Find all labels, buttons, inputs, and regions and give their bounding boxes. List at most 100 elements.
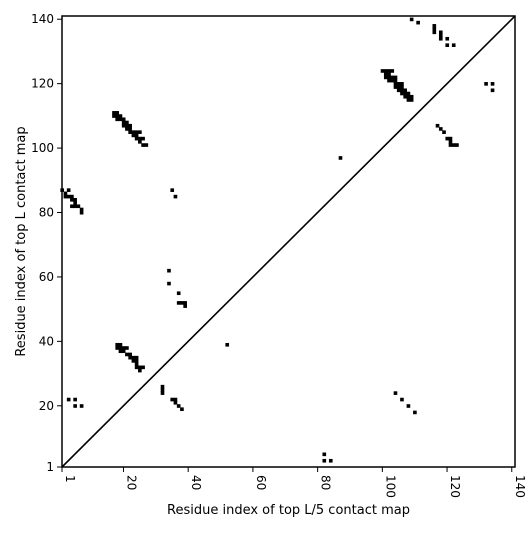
contact-point-lower	[134, 365, 139, 370]
contact-point-upper	[448, 140, 453, 144]
contact-point-upper	[125, 120, 129, 125]
x-axis-label: Residue index of top L/5 contact map	[167, 503, 410, 518]
contact-point-upper	[176, 291, 181, 296]
contact-point-upper	[390, 78, 395, 83]
contact-point-upper	[121, 117, 126, 122]
contact-point-upper	[432, 30, 437, 35]
contact-point-upper	[125, 127, 129, 131]
contact-point-upper	[66, 194, 71, 199]
contact-point-upper	[173, 194, 178, 199]
contact-point-lower	[180, 407, 184, 412]
contact-point-lower	[73, 404, 77, 408]
contact-point-lower	[134, 362, 139, 366]
contact-point-upper	[176, 301, 181, 305]
contact-point-upper	[396, 85, 401, 89]
contact-point-upper	[442, 130, 446, 134]
contact-point-lower	[128, 352, 132, 357]
contact-point-upper	[393, 75, 398, 80]
contact-point-upper	[73, 201, 77, 205]
contact-point-upper	[383, 69, 388, 73]
contact-point-upper	[125, 123, 129, 128]
contact-point-lower	[115, 346, 120, 350]
contact-point-upper	[409, 17, 414, 22]
contact-point-upper	[396, 82, 401, 86]
contact-point-lower	[115, 342, 120, 347]
contact-point-upper	[448, 143, 453, 147]
contact-point-upper	[406, 94, 411, 99]
contact-point-upper	[115, 117, 120, 122]
contact-point-upper	[383, 72, 388, 76]
contact-point-upper	[432, 27, 437, 31]
contact-point-upper	[455, 143, 459, 147]
contact-point-upper	[390, 69, 395, 73]
x-tick-label: 1	[63, 475, 77, 483]
contact-point-upper	[387, 69, 391, 73]
contact-point-upper	[387, 75, 391, 80]
plot-frame	[61, 15, 516, 468]
contact-point-upper	[451, 143, 456, 147]
contact-point-upper	[409, 98, 414, 102]
contact-point-lower	[393, 391, 398, 395]
contact-point-upper	[390, 75, 395, 80]
contact-point-upper	[406, 98, 411, 102]
contact-point-upper	[138, 130, 142, 134]
contact-point-lower	[134, 359, 139, 363]
contact-point-lower	[173, 400, 178, 405]
contact-point-upper	[403, 91, 408, 96]
x-tick-label: 140	[513, 475, 527, 498]
contact-point-lower	[141, 365, 145, 370]
contact-point-lower	[121, 346, 126, 350]
contact-point-upper	[121, 123, 126, 128]
contact-point-upper	[490, 82, 495, 86]
contact-point-upper	[128, 127, 132, 131]
contact-point-upper	[167, 268, 171, 273]
contact-point-lower	[413, 410, 417, 415]
y-tick-label: 1	[46, 460, 54, 474]
contact-point-upper	[144, 143, 149, 147]
x-tick-label: 60	[254, 475, 268, 490]
contact-point-lower	[160, 384, 165, 389]
contact-point-lower	[128, 355, 132, 360]
diagonal-line	[61, 15, 516, 468]
y-tick-label: 140	[31, 12, 54, 26]
contact-point-upper	[183, 304, 187, 308]
contact-point-lower	[400, 397, 404, 402]
contact-point-upper	[118, 117, 123, 122]
contact-point-upper	[70, 198, 74, 202]
contact-point-upper	[445, 136, 450, 141]
contact-point-lower	[406, 404, 411, 408]
contact-point-upper	[76, 204, 81, 209]
contact-point-lower	[131, 359, 136, 363]
contact-point-lower	[121, 349, 126, 354]
contact-point-lower	[118, 349, 123, 354]
y-tick-label: 80	[39, 206, 54, 220]
contact-point-upper	[416, 20, 420, 25]
contact-point-lower	[118, 342, 123, 347]
contact-point-upper	[63, 194, 68, 199]
y-tick-label: 20	[39, 399, 54, 413]
contact-point-upper	[128, 130, 132, 134]
x-tick-label: 20	[124, 475, 138, 490]
contact-point-lower	[160, 391, 165, 395]
contact-point-upper	[400, 85, 404, 89]
contact-point-lower	[125, 352, 129, 357]
contact-point-upper	[115, 114, 120, 118]
contact-point-upper	[131, 130, 136, 134]
contact-point-upper	[70, 204, 74, 209]
contact-point-lower	[79, 404, 84, 408]
contact-point-lower	[138, 368, 142, 373]
contact-point-upper	[448, 136, 453, 141]
contact-point-upper	[112, 114, 116, 118]
contact-point-upper	[403, 88, 408, 93]
contact-point-upper	[393, 78, 398, 83]
contact-point-upper	[138, 140, 142, 144]
contact-point-upper	[438, 30, 443, 35]
contact-point-upper	[112, 111, 116, 115]
contact-point-lower	[73, 397, 77, 402]
x-tick-label: 80	[319, 475, 333, 490]
contact-point-upper	[380, 69, 385, 73]
contact-point-upper	[79, 210, 84, 215]
contact-point-upper	[438, 36, 443, 41]
